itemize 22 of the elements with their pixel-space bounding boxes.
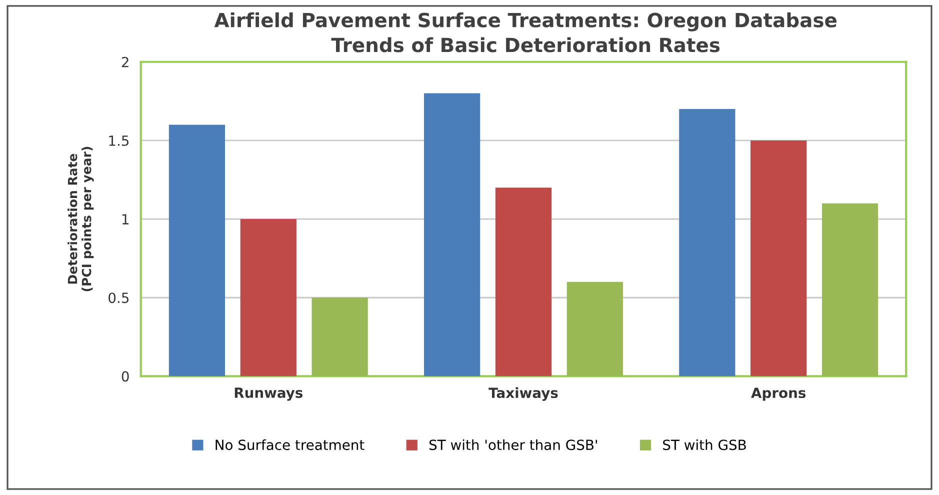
bar — [312, 298, 368, 376]
y-tick-label: 0.5 — [108, 292, 129, 304]
legend-label: ST with GSB — [663, 439, 746, 450]
y-axis-title: Deterioration Rate (PCI points per year) — [68, 146, 94, 292]
x-tick-label: Aprons — [751, 388, 806, 401]
legend-label: No Surface treatment — [216, 439, 364, 450]
bar — [240, 219, 296, 376]
y-tick-label: 1.5 — [109, 136, 129, 146]
x-tick-label: Taxiways — [488, 387, 558, 401]
bar — [424, 93, 480, 376]
y-tick-label: 2 — [122, 56, 128, 68]
bar — [168, 124, 226, 376]
x-tick-label: Runways — [234, 388, 303, 401]
bar — [750, 140, 807, 376]
bar — [679, 109, 736, 376]
bar — [566, 282, 623, 376]
bar — [495, 188, 552, 376]
y-tick-label: 1 — [122, 214, 128, 224]
bar — [822, 203, 878, 376]
y-tick-label: 0 — [122, 371, 129, 382]
chart-title: Airfield Pavement Surface Treatments: Oregon Database Trends of Basic Deterioration Rates — [214, 12, 837, 52]
legend-label: ST with 'other than GSB' — [429, 439, 597, 450]
